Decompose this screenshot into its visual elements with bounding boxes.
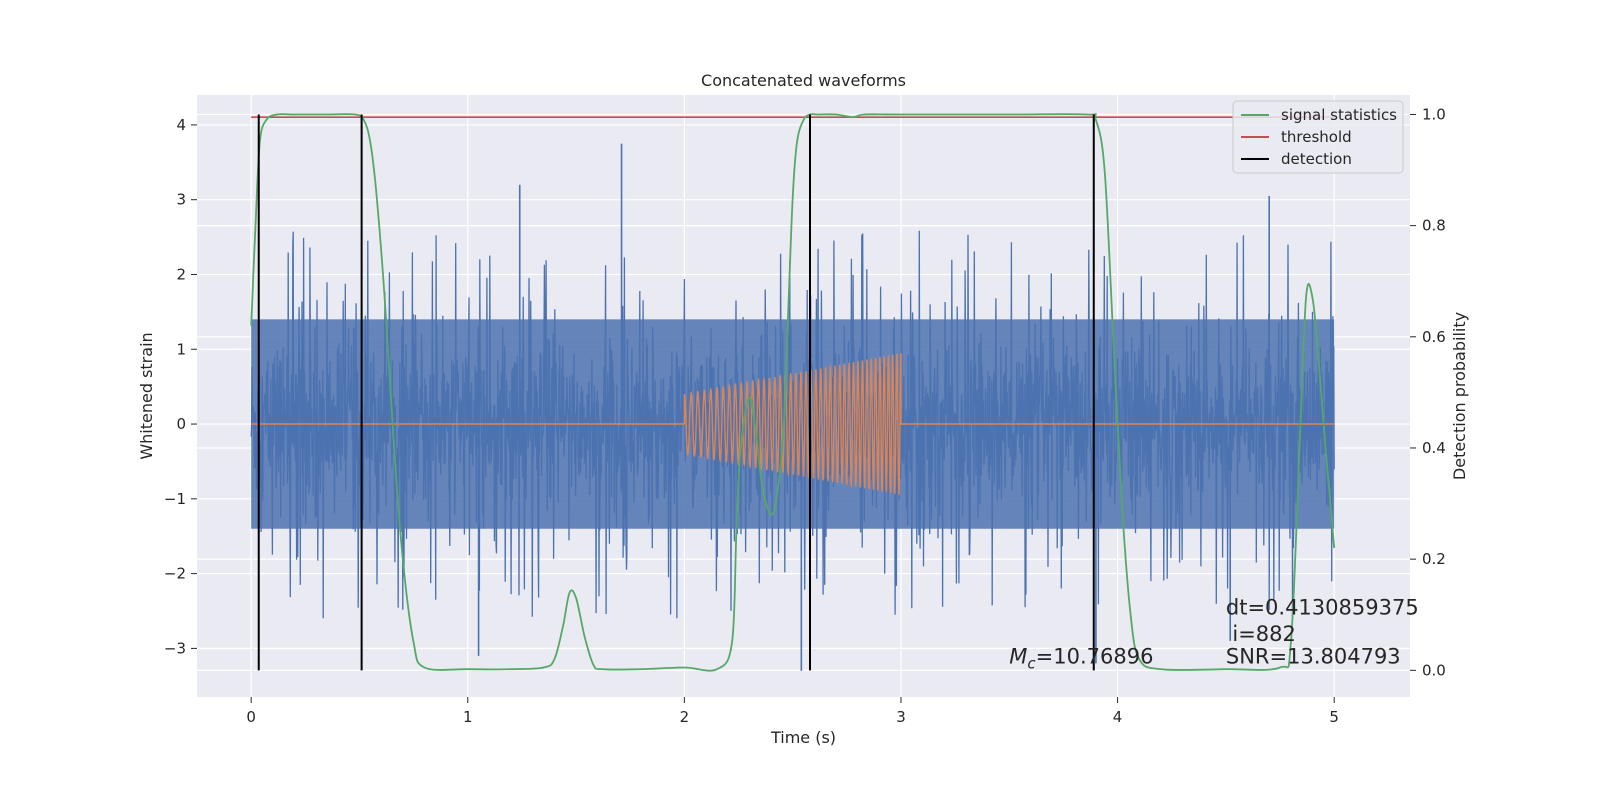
axis-ticks: 0 1 2 3 4 5 −3 −2 −1 0 1 2 3 4 0.0 0.2 0.4 0.6 0.8 1.0 [164, 105, 1446, 726]
y-right-tick-label: 0.4 [1422, 439, 1446, 457]
y-tick-label: 3 [176, 191, 186, 209]
waveform-series [251, 352, 1335, 495]
legend-box [1232, 100, 1404, 174]
legend-label-detection: detection [1281, 150, 1352, 168]
waveform-trace [251, 352, 1335, 495]
y-right-tick-label: 0.2 [1422, 550, 1446, 568]
x-tick-label: 3 [896, 708, 906, 726]
y-tick-label: −3 [164, 639, 186, 657]
x-tick-label: 2 [680, 708, 690, 726]
legend-label-signal-statistics: signal statistics [1281, 106, 1397, 124]
legend-label-threshold: threshold [1281, 128, 1352, 146]
signal-statistics-line [250, 113, 1336, 672]
annotation-text: i=882 [1232, 622, 1296, 646]
annotation-text: dt=0.4130859375 [1226, 596, 1419, 620]
x-tick-label: 1 [463, 708, 473, 726]
x-tick-label: 0 [246, 708, 256, 726]
y-tick-label: −2 [164, 565, 186, 583]
y-axis-label: Whitened strain [137, 332, 156, 459]
x-tick-label: 5 [1329, 708, 1339, 726]
y-right-tick-label: 1.0 [1422, 105, 1446, 123]
y-tick-label: 0 [176, 415, 186, 433]
x-tick-label: 4 [1113, 708, 1123, 726]
annotation-text: Mc=10.76896 [1009, 644, 1153, 672]
y-right-tick-label: 0.8 [1422, 217, 1446, 235]
y-tick-label: 2 [176, 265, 186, 283]
legend: signal statistics threshold detection [1232, 100, 1404, 174]
signal-statistics-series [250, 113, 1336, 672]
y-tick-label: 4 [176, 116, 186, 134]
y-right-tick-label: 0.0 [1422, 661, 1446, 679]
y-axis-right-label: Detection probability [1450, 312, 1469, 480]
x-axis-label: Time (s) [770, 728, 836, 747]
annotation-text: SNR=13.804793 [1226, 644, 1401, 668]
detection-series [257, 114, 1095, 671]
y-tick-label: 1 [176, 340, 186, 358]
chart-title: Concatenated waveforms [701, 71, 906, 90]
y-right-tick-label: 0.6 [1422, 328, 1446, 346]
annotations: Mc=10.76896 dt=0.4130859375i=882SNR=13.80… [1009, 596, 1418, 673]
y-tick-label: −1 [164, 490, 186, 508]
